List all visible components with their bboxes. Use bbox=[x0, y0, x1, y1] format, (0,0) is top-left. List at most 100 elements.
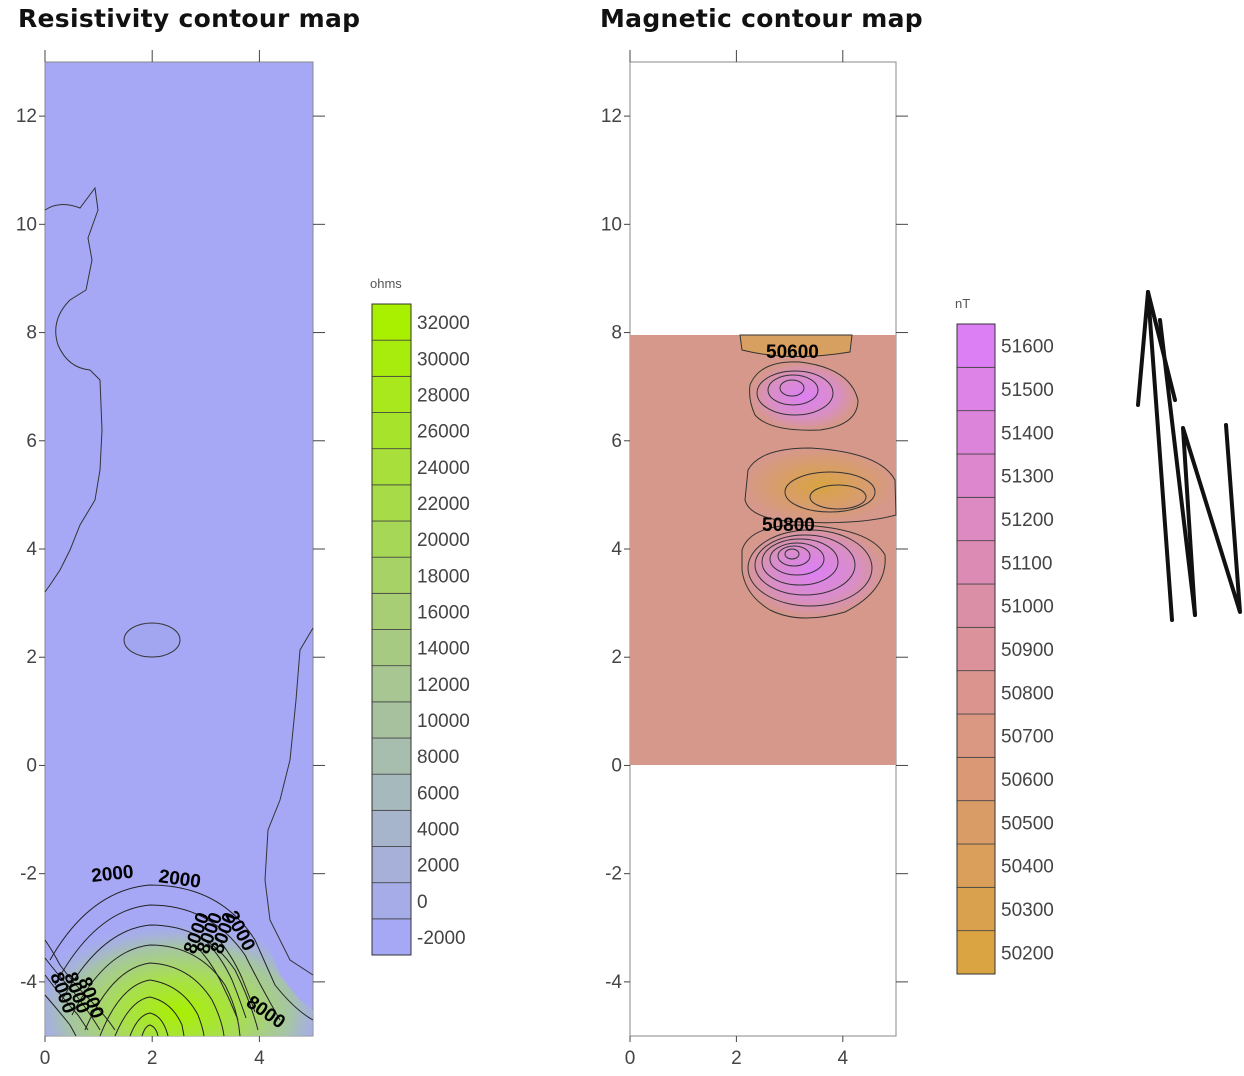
magnetic-low-lobe-contours bbox=[784, 471, 876, 513]
colorbar-swatch bbox=[371, 375, 412, 413]
colorbar-swatch bbox=[956, 756, 996, 802]
colorbar-swatch bbox=[371, 592, 412, 630]
colorbar-frame bbox=[371, 303, 412, 956]
colorbar-swatch bbox=[371, 629, 412, 667]
y-tick-label: 2 bbox=[26, 647, 37, 668]
colorbar-unit: nT bbox=[955, 296, 970, 311]
contour-label: 50800 bbox=[762, 515, 815, 536]
colorbar-swatch bbox=[956, 670, 996, 715]
colorbar-level-label: 20000 bbox=[417, 530, 470, 551]
resistivity-contour-ellipse bbox=[123, 622, 181, 658]
colorbar-swatch bbox=[956, 540, 996, 585]
y-tick-label: 2 bbox=[611, 647, 622, 668]
y-tick-label: 4 bbox=[611, 539, 622, 560]
y-tick-label: -4 bbox=[20, 972, 37, 993]
colorbar-level-label: 50300 bbox=[1001, 900, 1054, 921]
north-arrow bbox=[1136, 290, 1197, 622]
y-tick-label: 8 bbox=[26, 323, 37, 344]
colorbar-swatch bbox=[371, 882, 412, 920]
colorbar-level-label: 51000 bbox=[1001, 597, 1054, 618]
colorbar-level-label: 50200 bbox=[1001, 943, 1054, 964]
colorbar-level-label: 50500 bbox=[1001, 813, 1054, 834]
y-tick-label: 12 bbox=[601, 106, 622, 127]
magnetic-low-lobe bbox=[739, 334, 853, 358]
colorbar-level-label: 24000 bbox=[417, 458, 470, 479]
magnetic-plot bbox=[629, 61, 897, 1037]
north-arrow-shaft bbox=[1136, 290, 1174, 622]
colorbar-swatch bbox=[956, 366, 996, 412]
colorbar-level-label: 14000 bbox=[417, 639, 470, 660]
colorbar-swatch bbox=[956, 453, 996, 498]
colorbar-level-label: 50800 bbox=[1001, 683, 1054, 704]
north-arrow-shaft bbox=[1158, 318, 1197, 617]
colorbar-swatch bbox=[956, 410, 996, 455]
colorbar-level-label: 8000 bbox=[417, 747, 459, 768]
resistivity-contour-line bbox=[44, 186, 103, 593]
colorbar-swatch bbox=[956, 496, 996, 542]
y-tick-label: 4 bbox=[26, 539, 37, 560]
colorbar-level-label: 50600 bbox=[1001, 770, 1054, 791]
colorbar-level-label: 51200 bbox=[1001, 510, 1054, 531]
y-tick-label: 12 bbox=[16, 106, 37, 127]
x-tick-label: 2 bbox=[147, 1048, 158, 1069]
y-tick-label: 6 bbox=[26, 431, 37, 452]
colorbar-swatch bbox=[371, 520, 412, 558]
colorbar-level-label: 50700 bbox=[1001, 727, 1054, 748]
colorbar-swatch bbox=[371, 412, 412, 450]
colorbar-swatch bbox=[371, 846, 412, 884]
colorbar-swatch bbox=[956, 930, 996, 975]
colorbar-level-label: 51100 bbox=[1001, 553, 1052, 574]
colorbar-level-label: 28000 bbox=[417, 385, 470, 406]
y-tick-label: 8 bbox=[611, 323, 622, 344]
x-tick-label: 4 bbox=[254, 1048, 265, 1069]
colorbar-frame bbox=[956, 323, 996, 975]
colorbar-level-label: 10000 bbox=[417, 711, 470, 732]
magnetic-low-lobe bbox=[744, 447, 897, 524]
colorbar-swatch bbox=[371, 737, 412, 775]
colorbar-unit: ohms bbox=[370, 276, 402, 291]
colorbar-swatch bbox=[371, 701, 412, 739]
colorbar-level-label: 4000 bbox=[417, 819, 459, 840]
colorbar-swatch bbox=[956, 713, 996, 758]
colorbar-swatch bbox=[371, 448, 412, 486]
contour-label: 2000 bbox=[90, 862, 134, 887]
colorbar-level-label: -2000 bbox=[417, 928, 466, 949]
colorbar-level-label: 16000 bbox=[417, 602, 470, 623]
colorbar-level-label: 51500 bbox=[1001, 380, 1054, 401]
colorbar-level-label: 6000 bbox=[417, 783, 459, 804]
colorbar-level-label: 12000 bbox=[417, 675, 470, 696]
magnetic-high-lobe-contours bbox=[747, 529, 873, 607]
y-tick-label: -2 bbox=[605, 864, 622, 885]
contour-label: 50600 bbox=[766, 342, 819, 363]
colorbar-level-label: 2000 bbox=[417, 856, 459, 877]
colorbar-swatch bbox=[371, 665, 412, 703]
colorbar-swatch bbox=[956, 626, 996, 672]
resistivity-plot-area bbox=[44, 61, 314, 1037]
resistivity-contour-line bbox=[264, 627, 314, 976]
x-tick-label: 2 bbox=[731, 1048, 742, 1069]
colorbar-swatch bbox=[371, 556, 412, 594]
colorbar-level-label: 26000 bbox=[417, 422, 470, 443]
colorbar-swatch bbox=[371, 918, 412, 956]
colorbar-level-label: 51600 bbox=[1001, 337, 1054, 358]
colorbar-level-label: 50900 bbox=[1001, 640, 1054, 661]
y-tick-label: -2 bbox=[20, 864, 37, 885]
magnetic-high-lobe-contours bbox=[756, 370, 834, 416]
colorbar-swatch bbox=[956, 323, 996, 368]
y-tick-label: 10 bbox=[16, 214, 37, 235]
colorbar-level-label: 0 bbox=[417, 892, 428, 913]
colorbar-level-label: 32000 bbox=[417, 313, 470, 334]
x-tick-label: 4 bbox=[838, 1048, 849, 1069]
colorbar-level-label: 51300 bbox=[1001, 467, 1054, 488]
x-tick-label: 0 bbox=[40, 1048, 51, 1069]
y-tick-label: -4 bbox=[605, 972, 622, 993]
colorbar-swatch bbox=[371, 773, 412, 811]
colorbar-swatch bbox=[371, 809, 412, 847]
y-tick-label: 6 bbox=[611, 431, 622, 452]
colorbar-level-label: 18000 bbox=[417, 566, 470, 587]
colorbar-swatch bbox=[956, 843, 996, 888]
colorbar-swatch bbox=[371, 339, 412, 377]
resistivity-anomaly-contours bbox=[44, 884, 314, 1037]
y-tick-label: 0 bbox=[611, 755, 622, 776]
